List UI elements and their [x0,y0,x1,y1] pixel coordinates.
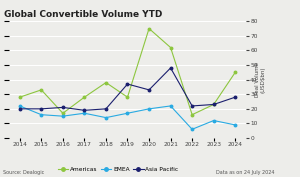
Americas [169,46,172,48]
Line: Americas: Americas [19,27,236,116]
Americas [82,96,86,98]
Asia Pacific [126,83,129,85]
EMEA [40,114,43,116]
Text: Data as on 24 July 2024: Data as on 24 July 2024 [216,170,274,175]
Line: EMEA: EMEA [19,105,236,131]
Asia Pacific [147,89,151,91]
Y-axis label: Deal Volume
(USD$bn): Deal Volume (USD$bn) [255,62,266,97]
Americas [147,27,151,30]
EMEA [190,128,194,130]
Asia Pacific [169,67,172,69]
Americas [18,96,22,98]
EMEA [82,112,86,114]
Text: Source: Dealogic: Source: Dealogic [3,170,44,175]
Text: Global Convertible Volume YTD: Global Convertible Volume YTD [4,10,163,19]
Americas [104,81,108,84]
EMEA [126,112,129,114]
Americas [233,71,237,73]
EMEA [61,115,65,117]
Asia Pacific [233,96,237,98]
Asia Pacific [82,109,86,111]
Americas [212,103,215,105]
EMEA [169,105,172,107]
Americas [126,96,129,98]
EMEA [147,108,151,110]
Asia Pacific [18,108,22,110]
Americas [40,89,43,91]
Asia Pacific [40,108,43,110]
EMEA [233,124,237,126]
Line: Asia Pacific: Asia Pacific [19,67,236,112]
Asia Pacific [61,106,65,109]
EMEA [18,105,22,107]
Americas [61,112,65,114]
Asia Pacific [104,108,108,110]
EMEA [212,119,215,122]
Legend: Americas, EMEA, Asia Pacific: Americas, EMEA, Asia Pacific [58,167,178,172]
Americas [190,114,194,116]
EMEA [104,117,108,119]
Asia Pacific [190,105,194,107]
Asia Pacific [212,103,215,105]
